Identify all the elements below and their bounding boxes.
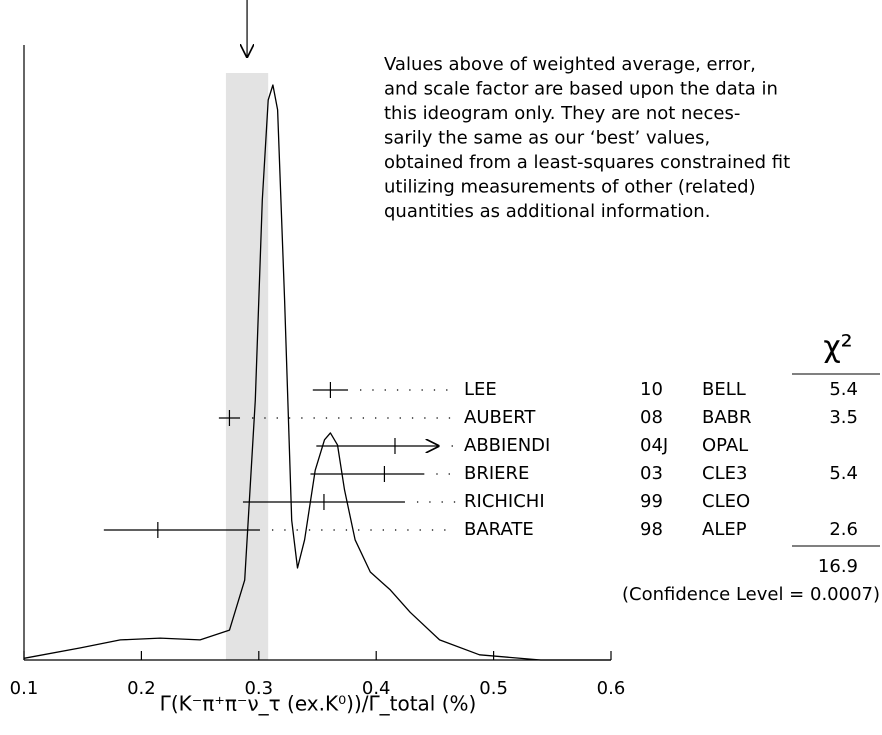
- year: 99: [640, 491, 663, 512]
- note-line: and scale factor are based upon the data…: [384, 79, 778, 100]
- x-tick-label: 0.3: [244, 678, 273, 699]
- year: 04J: [640, 435, 668, 456]
- experiment: BELL: [702, 379, 746, 400]
- year: 08: [640, 407, 663, 428]
- note-line: obtained from a least-squares constraine…: [384, 152, 790, 173]
- experiment: CLE3: [702, 463, 747, 484]
- experiment: BABR: [702, 407, 752, 428]
- confidence-level: (Confidence Level = 0.0007): [622, 584, 880, 605]
- year: 10: [640, 379, 663, 400]
- author: ABBIENDI: [464, 435, 550, 456]
- author: RICHICHI: [464, 491, 545, 512]
- x-tick-label: 0.1: [10, 678, 39, 699]
- chi2-value: 3.5: [829, 407, 858, 428]
- chi2-value: 2.6: [829, 519, 858, 540]
- note-line: quantities as additional information.: [384, 201, 710, 222]
- x-tick-label: 0.4: [362, 678, 391, 699]
- x-tick-label: 0.6: [597, 678, 626, 699]
- note-line: this ideogram only. They are not neces-: [384, 103, 740, 124]
- note-line: utilizing measurements of other (related…: [384, 177, 756, 198]
- experiment: CLEO: [702, 491, 750, 512]
- chi2-total: 16.9: [818, 556, 858, 577]
- author: AUBERT: [464, 407, 536, 428]
- year: 03: [640, 463, 663, 484]
- author: LEE: [464, 379, 497, 400]
- chi2-header: χ²: [823, 330, 852, 365]
- experiment: ALEP: [702, 519, 747, 540]
- chi2-value: 5.4: [829, 463, 858, 484]
- author: BARATE: [464, 519, 534, 540]
- year: 98: [640, 519, 663, 540]
- x-tick-label: 0.2: [127, 678, 156, 699]
- x-axis-label: Γ(K⁻π⁺π⁻ν_τ (ex.K⁰))/Γ_total (%): [160, 692, 477, 716]
- note-line: Values above of weighted average, error,: [384, 54, 756, 75]
- experiment: OPAL: [702, 435, 748, 456]
- note-line: sarily the same as our ‘best’ values,: [384, 128, 710, 149]
- author: BRIERE: [464, 463, 529, 484]
- x-tick-label: 0.5: [479, 678, 508, 699]
- ideogram-curve: [23, 84, 611, 661]
- chi2-value: 5.4: [829, 379, 858, 400]
- average-band: [225, 73, 269, 660]
